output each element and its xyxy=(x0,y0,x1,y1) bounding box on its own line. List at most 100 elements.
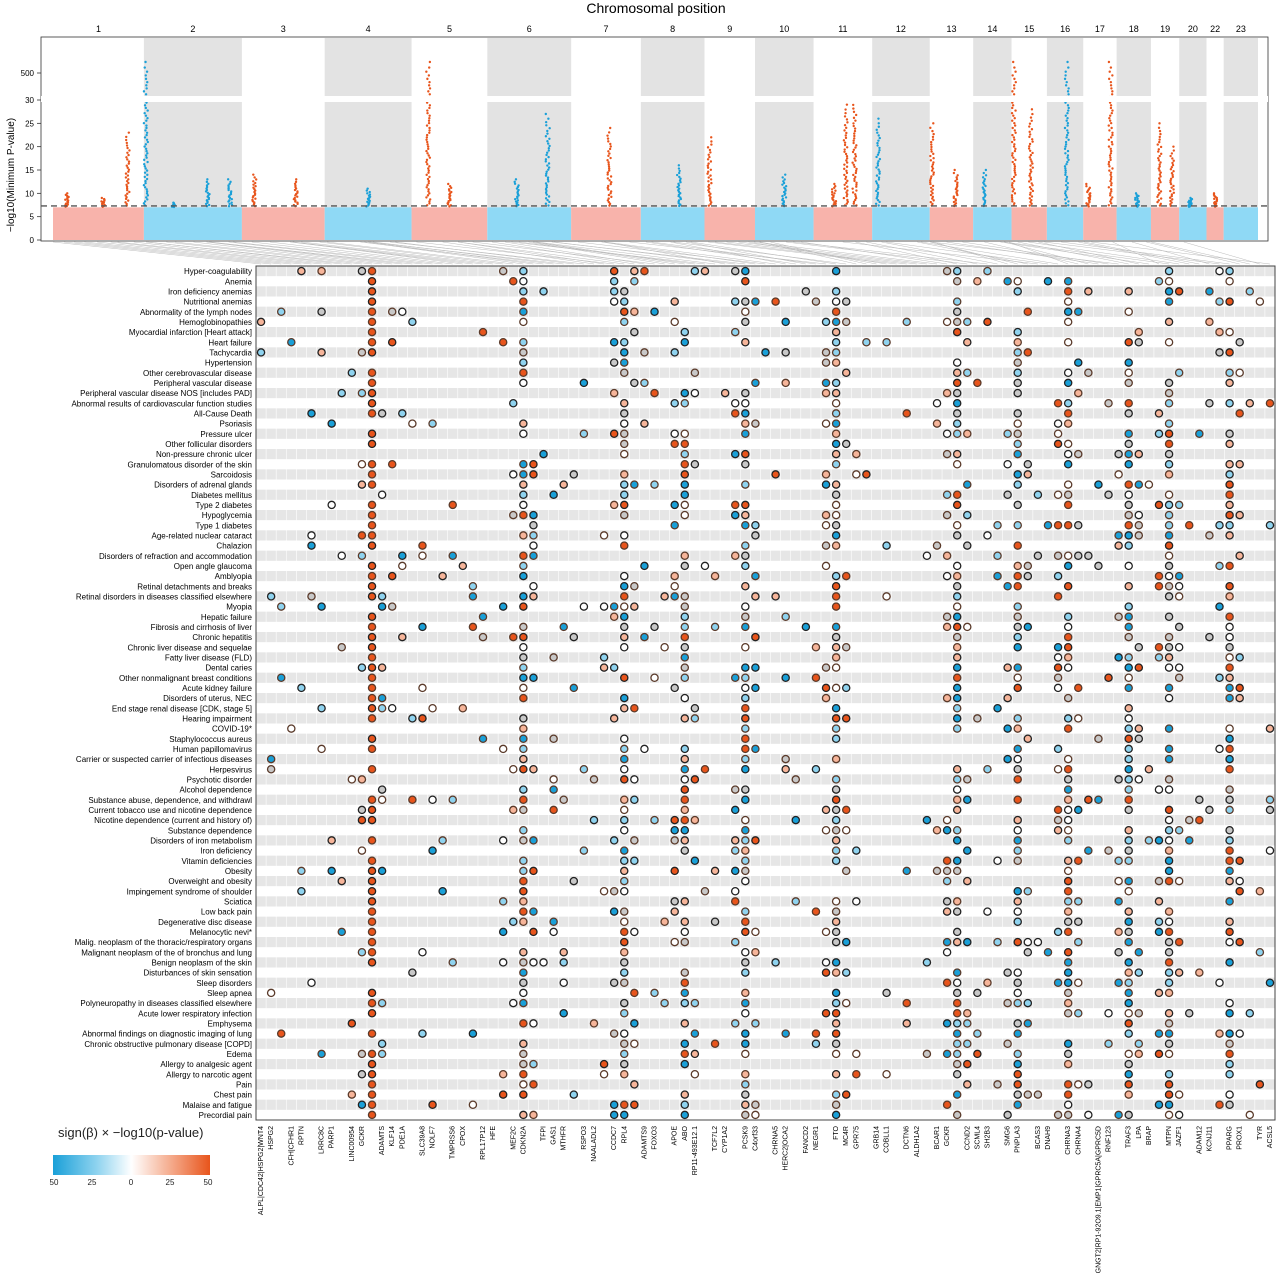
association-bubble xyxy=(1114,856,1123,866)
association-bubble xyxy=(680,693,690,703)
snp-point xyxy=(368,190,371,194)
association-bubble xyxy=(952,419,962,428)
association-bubble xyxy=(841,439,851,449)
association-bubble xyxy=(529,521,538,530)
snp-point xyxy=(852,148,856,152)
association-bubble xyxy=(1164,398,1174,408)
association-bubble xyxy=(1225,500,1234,510)
association-bubble xyxy=(1225,429,1234,438)
association-bubble xyxy=(831,622,841,632)
snp-point xyxy=(1157,157,1160,160)
association-bubble xyxy=(1154,1029,1164,1038)
snp-point xyxy=(1172,145,1175,148)
snp-point xyxy=(547,162,551,165)
association-bubble xyxy=(1215,602,1224,611)
association-bubble xyxy=(519,348,528,357)
snp-point xyxy=(983,178,986,181)
association-bubble xyxy=(831,856,841,866)
association-bubble xyxy=(1164,653,1174,662)
association-bubble xyxy=(983,978,992,988)
association-bubble xyxy=(1164,521,1174,530)
snp-point xyxy=(1156,186,1160,189)
snp-point xyxy=(1108,70,1111,73)
snp-point xyxy=(845,103,849,106)
phenotype-row-label: Peripheral vascular disease NOS [include… xyxy=(80,389,252,398)
snp-point xyxy=(127,199,130,202)
snp-point xyxy=(854,113,858,117)
association-bubble xyxy=(1225,1090,1234,1099)
association-bubble xyxy=(1225,490,1234,499)
snp-point xyxy=(1031,140,1034,143)
locus-connector xyxy=(251,241,443,265)
snp-point xyxy=(1064,173,1067,177)
association-bubble xyxy=(831,663,841,672)
association-bubble xyxy=(1124,1029,1133,1038)
snp-point xyxy=(842,139,846,142)
snp-point xyxy=(876,131,879,134)
snp-point xyxy=(545,189,548,193)
association-bubble xyxy=(559,958,568,967)
gene-column-label: BRAP xyxy=(1146,1126,1153,1145)
association-bubble xyxy=(741,683,750,693)
association-bubble xyxy=(1003,754,1012,764)
association-bubble xyxy=(831,643,841,652)
association-bubble xyxy=(952,409,962,418)
association-bubble xyxy=(741,958,750,967)
association-bubble xyxy=(831,917,841,927)
association-bubble xyxy=(1023,470,1033,479)
association-bubble xyxy=(367,643,377,652)
snp-point xyxy=(852,122,855,125)
phenotype-row-label: Peripheral vascular disease xyxy=(154,379,253,388)
association-bubble xyxy=(1164,297,1174,306)
association-bubble xyxy=(398,632,407,642)
association-bubble xyxy=(377,704,387,713)
snp-point xyxy=(878,146,881,150)
association-bubble xyxy=(620,927,629,937)
association-bubble xyxy=(367,673,377,683)
snp-point xyxy=(144,129,147,132)
association-bubble xyxy=(620,409,629,418)
snp-point xyxy=(1159,190,1163,193)
association-bubble xyxy=(609,1029,619,1038)
snp-point xyxy=(1087,205,1090,208)
association-bubble xyxy=(811,1039,821,1049)
snp-point xyxy=(547,117,550,120)
association-bubble xyxy=(377,1039,387,1049)
snp-point xyxy=(1109,152,1113,155)
legend-tick: 0 xyxy=(128,1178,134,1187)
association-bubble xyxy=(831,592,841,601)
association-bubble xyxy=(993,551,1002,561)
association-bubble xyxy=(1053,805,1063,815)
snp-point xyxy=(128,149,131,152)
association-bubble xyxy=(932,419,942,428)
snp-point xyxy=(1011,198,1014,201)
association-bubble xyxy=(630,795,639,805)
association-bubble xyxy=(620,592,629,601)
association-bubble xyxy=(1154,276,1164,286)
association-bubble xyxy=(831,714,841,723)
locus-connector xyxy=(532,241,675,265)
chromosome-label: 7 xyxy=(603,24,608,34)
association-bubble xyxy=(367,897,377,906)
snp-point xyxy=(1108,129,1111,132)
association-bubble xyxy=(650,815,659,825)
association-bubble xyxy=(1013,907,1022,916)
association-bubble xyxy=(1013,388,1022,398)
association-bubble xyxy=(1205,531,1214,540)
association-bubble xyxy=(620,826,629,835)
y-tick-label: 15 xyxy=(25,166,34,175)
association-bubble xyxy=(519,754,528,764)
locus-connector xyxy=(726,241,917,265)
snp-point xyxy=(852,141,855,145)
snp-point xyxy=(1157,177,1161,180)
association-bubble xyxy=(367,1080,377,1089)
snp-point xyxy=(145,131,149,134)
association-bubble xyxy=(367,500,377,510)
association-bubble xyxy=(1063,1009,1073,1018)
association-bubble xyxy=(307,978,316,988)
association-bubble xyxy=(983,765,992,774)
association-bubble xyxy=(952,1059,962,1069)
snp-point xyxy=(1172,191,1176,194)
snp-point xyxy=(1013,77,1016,81)
gene-column-label: CCND2 xyxy=(964,1126,971,1150)
